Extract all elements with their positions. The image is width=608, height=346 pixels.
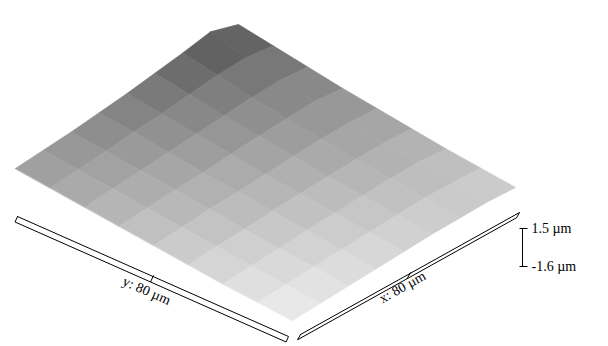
svg-text:-1.6 µm: -1.6 µm xyxy=(532,259,577,274)
svg-text:y: 80 µm: y: 80 µm xyxy=(120,274,173,308)
svg-text:1.5 µm: 1.5 µm xyxy=(532,221,572,236)
svg-text:x: 80 µm: x: 80 µm xyxy=(377,268,429,306)
